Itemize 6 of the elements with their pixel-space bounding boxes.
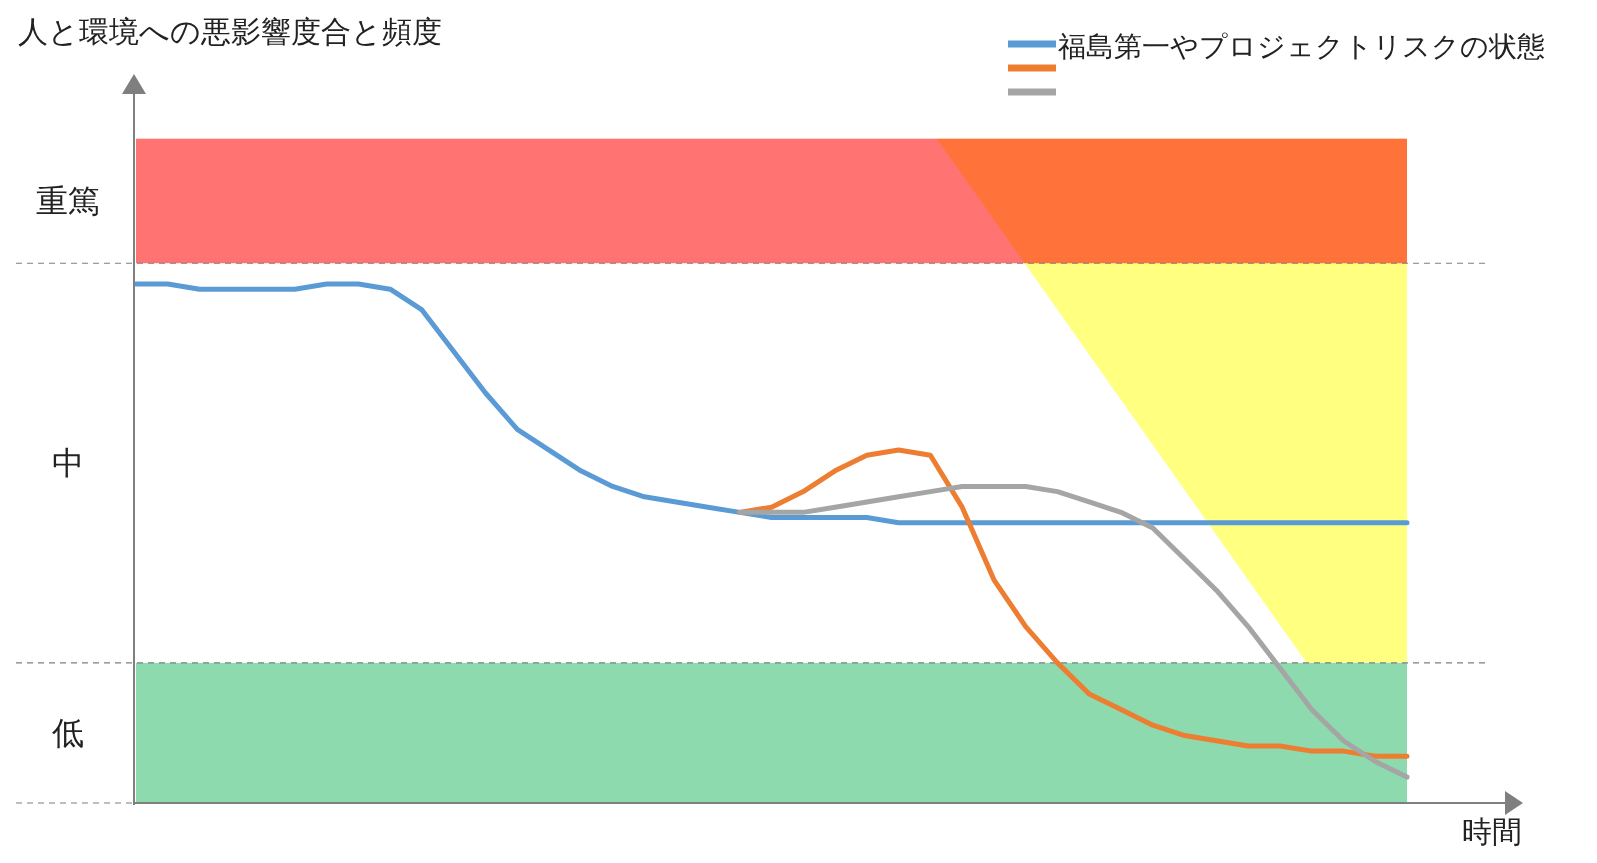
x-axis-title: 時間	[1462, 814, 1522, 849]
text: 人と環境への悪影響度合と頻度	[18, 14, 442, 49]
band-label: 低	[52, 713, 84, 752]
text: 中	[52, 444, 84, 483]
band-label: 重篤	[36, 181, 100, 220]
legend-label: 福島第一やプロジェクトリスクの状態	[1058, 29, 1545, 63]
